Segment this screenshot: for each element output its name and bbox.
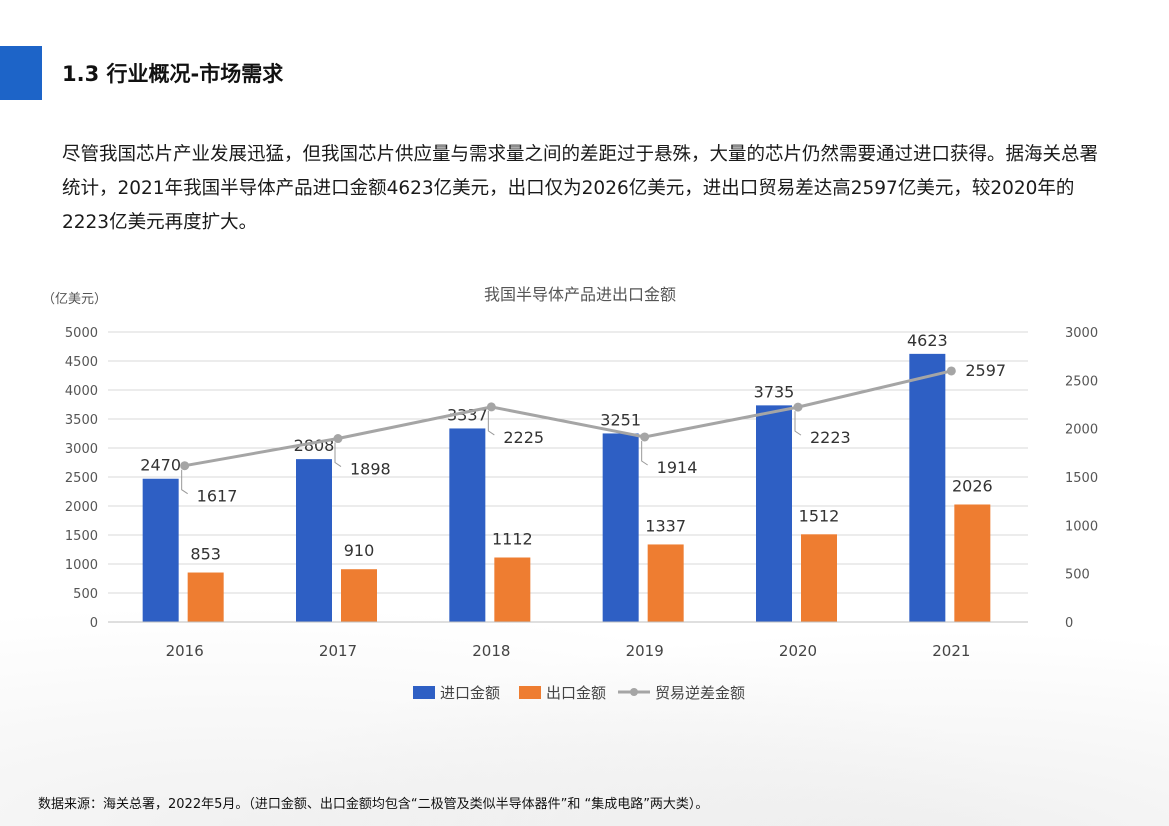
import-bar: [909, 353, 946, 622]
import-bar: [142, 478, 179, 622]
x-tick-label: 2021: [932, 642, 970, 660]
deficit-point: [333, 434, 343, 444]
import-bar: [756, 405, 792, 622]
deficit-point: [180, 461, 190, 471]
y-axis-label: （亿美元）: [42, 292, 107, 307]
import-bar: [602, 433, 639, 622]
y2-tick-label: 0: [1065, 616, 1073, 631]
deficit-point: [640, 432, 650, 442]
title-accent-bar: [0, 46, 42, 100]
deficit-value-label: 1898: [350, 460, 391, 479]
export-value-label: 1112: [492, 530, 533, 549]
trade-chart: 我国半导体产品进出口金额（亿美元）50004500400035003000250…: [42, 285, 1098, 702]
export-bar: [494, 557, 531, 622]
export-bar: [801, 534, 837, 622]
y-tick-label: 500: [73, 587, 98, 602]
import-bar: [449, 428, 486, 622]
export-value-label: 1512: [799, 506, 840, 525]
deficit-point: [946, 366, 956, 376]
export-value-label: 1337: [645, 516, 686, 535]
export-bar: [954, 504, 991, 622]
deficit-value-label: 2225: [503, 428, 544, 447]
deficit-value-label: 1617: [197, 487, 238, 506]
deficit-leader-line: [794, 411, 802, 436]
legend-swatch-export: [519, 686, 541, 699]
export-bar: [341, 569, 377, 622]
y2-tick-label: 2000: [1065, 423, 1098, 438]
export-bar: [647, 544, 684, 622]
x-tick-label: 2019: [626, 642, 664, 660]
y-tick-label: 3000: [65, 442, 98, 457]
y2-tick-label: 2500: [1065, 374, 1098, 389]
y-tick-label: 0: [90, 616, 98, 631]
export-value-label: 910: [344, 541, 375, 560]
y-tick-label: 5000: [65, 326, 98, 341]
page-title: 1.3 行业概况-市场需求: [62, 62, 284, 86]
export-value-label: 2026: [952, 476, 993, 495]
y-tick-label: 1000: [65, 558, 98, 573]
x-tick-label: 2017: [319, 642, 357, 660]
x-tick-label: 2020: [779, 642, 817, 660]
y2-tick-label: 1500: [1065, 471, 1098, 486]
deficit-value-label: 1914: [657, 458, 698, 477]
y2-tick-label: 1000: [1065, 519, 1098, 534]
y-tick-label: 2500: [65, 471, 98, 486]
y2-tick-label: 3000: [1065, 326, 1098, 341]
import-value-label: 2470: [140, 456, 181, 475]
x-tick-label: 2018: [472, 642, 510, 660]
intro-paragraph: 尽管我国芯片产业发展迅猛，但我国芯片供应量与需求量之间的差距过于悬殊，大量的芯片…: [62, 144, 1099, 233]
export-bar: [187, 572, 224, 622]
y-tick-label: 1500: [65, 529, 98, 544]
legend-swatch-import: [413, 686, 435, 699]
deficit-value-label: 2223: [810, 428, 851, 447]
x-tick-label: 2016: [166, 642, 204, 660]
chart-title: 我国半导体产品进出口金额: [484, 285, 676, 304]
legend-label-deficit: 贸易逆差金额: [655, 684, 745, 702]
import-bar: [296, 459, 332, 622]
deficit-line: [184, 369, 952, 468]
deficit-leader-line: [487, 410, 495, 436]
legend-swatch-deficit-point: [630, 688, 638, 696]
deficit-leader-line: [181, 469, 188, 495]
y-tick-label: 2000: [65, 500, 98, 515]
deficit-leader-line: [334, 442, 342, 467]
source-note: 数据来源：海关总署，2022年5月。（进口金额、出口金额均包含“二极管及类似半导…: [38, 797, 709, 812]
import-value-label: 3735: [754, 382, 795, 401]
deficit-value-label: 2597: [965, 361, 1006, 380]
deficit-point: [793, 402, 803, 412]
legend-label-import: 进口金额: [440, 684, 500, 702]
export-value-label: 853: [190, 545, 221, 564]
y-tick-label: 4000: [65, 384, 98, 399]
y-tick-label: 4500: [65, 355, 98, 370]
legend-label-export: 出口金额: [546, 684, 606, 702]
y-tick-label: 3500: [65, 413, 98, 428]
y2-tick-label: 500: [1065, 568, 1090, 583]
deficit-point: [486, 402, 496, 412]
import-value-label: 4623: [907, 331, 948, 350]
deficit-leader-line: [641, 440, 648, 466]
import-value-label: 3251: [600, 410, 641, 429]
